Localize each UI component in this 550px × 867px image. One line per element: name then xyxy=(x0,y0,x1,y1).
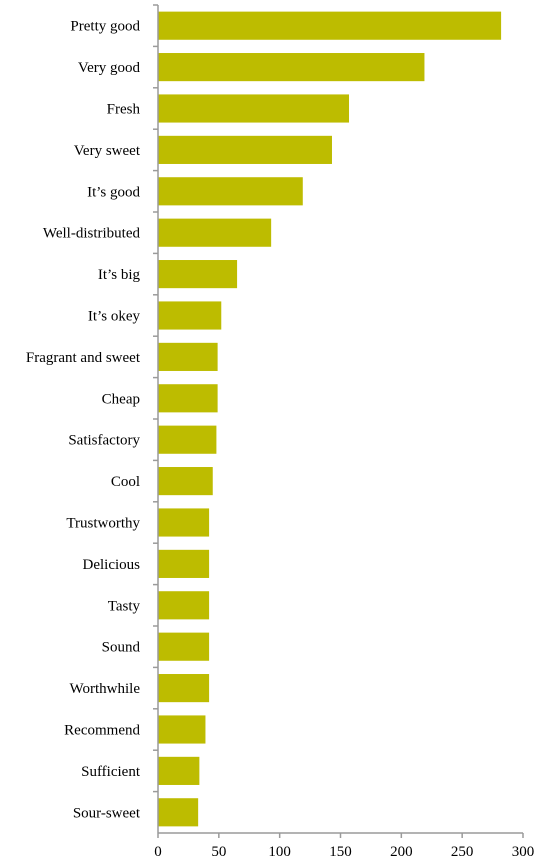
bar-18 xyxy=(158,756,200,785)
category-label: Fresh xyxy=(107,102,141,118)
category-label: Well-distributed xyxy=(43,226,141,242)
bar-3 xyxy=(158,135,332,164)
bar-4 xyxy=(158,177,303,206)
x-tick-label: 150 xyxy=(329,844,352,860)
x-axis-ticks: 0 50 100 150 200 250 300 xyxy=(153,4,535,860)
bars-group xyxy=(158,11,502,827)
category-label: Sound xyxy=(102,640,141,656)
bar-13 xyxy=(158,549,210,578)
axes xyxy=(157,5,523,834)
bar-5 xyxy=(158,218,272,247)
bar-14 xyxy=(158,591,210,620)
category-label: It’s okey xyxy=(88,309,141,325)
category-label: Tasty xyxy=(108,598,141,614)
bar-1 xyxy=(158,53,425,82)
category-label: Delicious xyxy=(83,557,141,573)
x-tick-label: 100 xyxy=(268,844,291,860)
category-label: It’s big xyxy=(98,267,141,283)
x-tick-label: 50 xyxy=(211,844,226,860)
category-labels: Pretty good Very good Fresh Very sweet It’s … xyxy=(26,19,141,822)
category-label: Very sweet xyxy=(74,143,141,159)
x-tick-label: 250 xyxy=(451,844,474,860)
category-label: Cheap xyxy=(102,391,140,407)
bar-6 xyxy=(158,260,238,289)
bar-7 xyxy=(158,301,222,330)
category-label: Satisfactory xyxy=(68,433,140,449)
x-tick-label: 200 xyxy=(390,844,413,860)
bar-16 xyxy=(158,674,210,703)
bar-15 xyxy=(158,632,210,661)
bar-10 xyxy=(158,425,217,454)
bar-12 xyxy=(158,508,210,537)
category-label: Trustworthy xyxy=(66,516,140,532)
bar-17 xyxy=(158,715,206,744)
x-tick-label: 300 xyxy=(512,844,535,860)
bar-0 xyxy=(158,11,502,40)
bar-9 xyxy=(158,384,218,413)
bar-19 xyxy=(158,798,199,827)
x-tick-label: 0 xyxy=(154,844,162,860)
category-label: Cool xyxy=(111,474,140,490)
category-label: Pretty good xyxy=(70,19,140,35)
category-label: Worthwhile xyxy=(70,681,141,697)
category-label: Sour-sweet xyxy=(73,805,141,821)
category-label: Recommend xyxy=(64,723,140,739)
category-label: Sufficient xyxy=(81,764,141,780)
bar-11 xyxy=(158,467,213,496)
category-label: It’s good xyxy=(87,184,140,200)
bar-8 xyxy=(158,342,218,371)
bar-2 xyxy=(158,94,350,123)
category-label: Fragrant and sweet xyxy=(26,350,141,366)
category-label: Very good xyxy=(78,60,141,76)
